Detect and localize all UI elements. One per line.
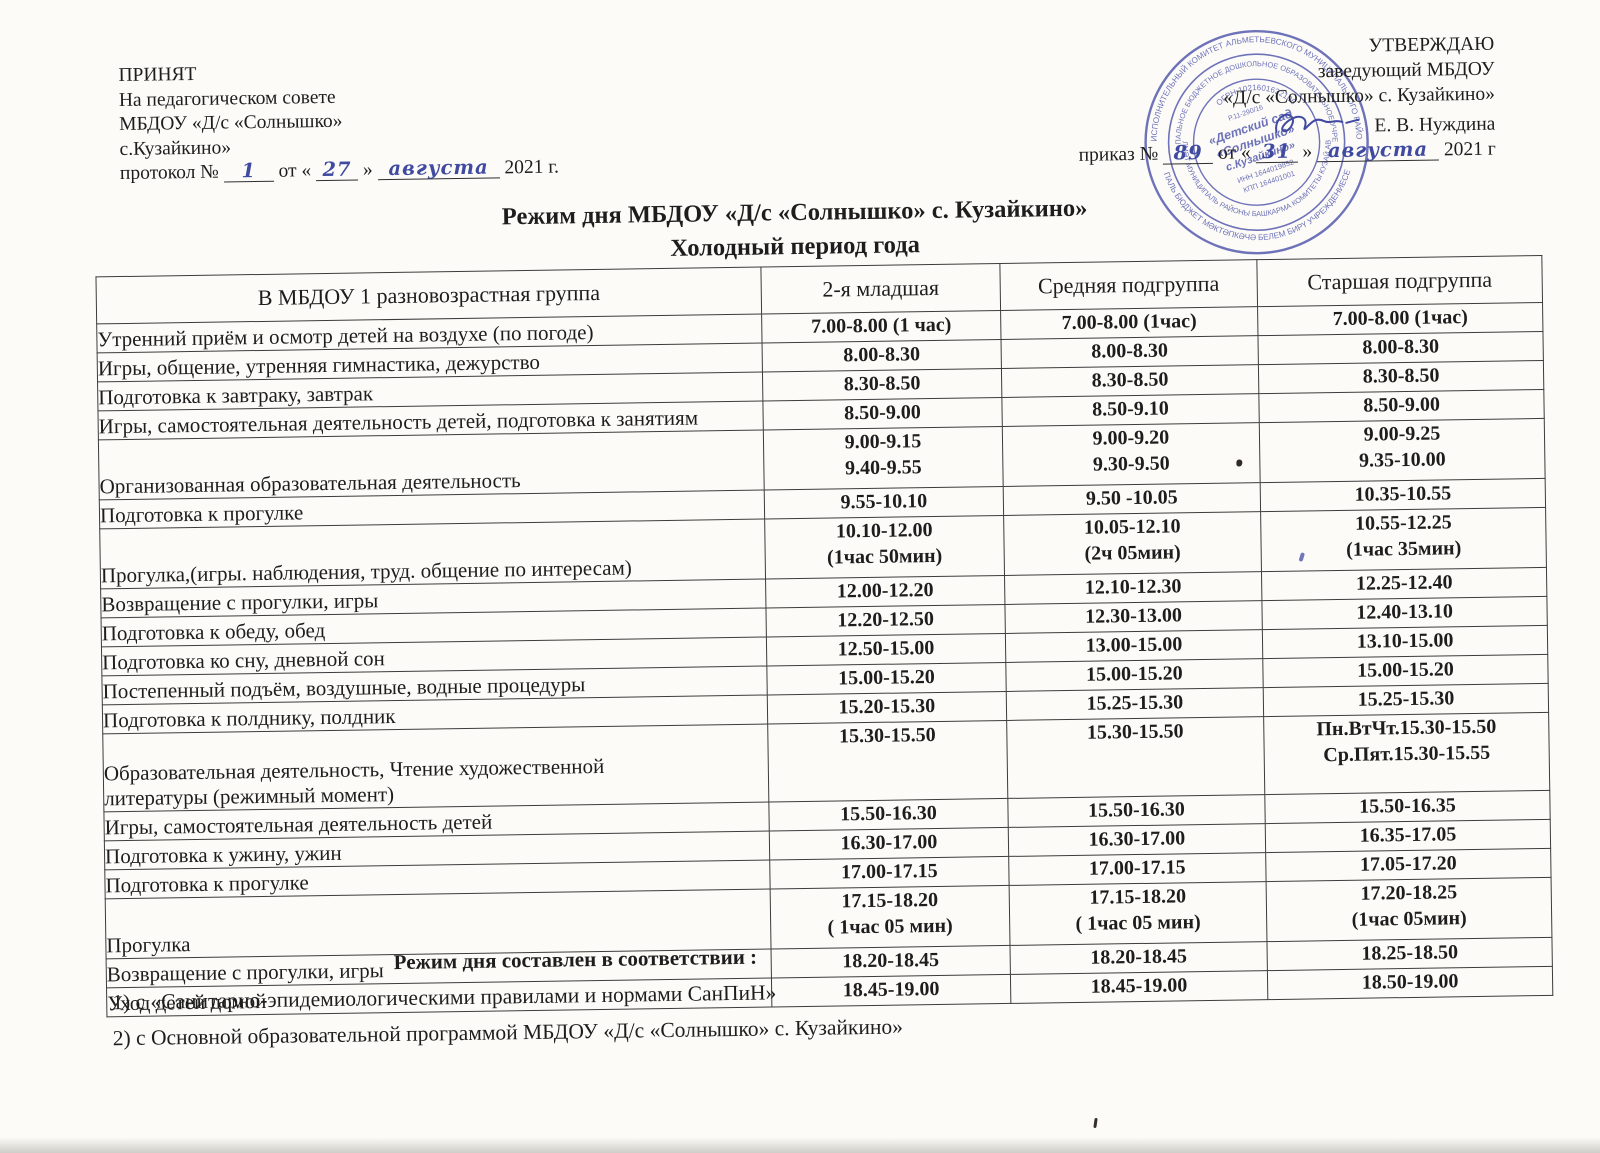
time-cell: 10.35-10.55 xyxy=(1260,478,1546,512)
time-cell: 8.00-8.30 xyxy=(1000,335,1259,369)
time-cell: 17.00-17.15 xyxy=(769,856,1009,889)
time-cell: 7.00-8.00 (1час) xyxy=(1257,302,1543,336)
protocol-quote: » xyxy=(362,159,373,181)
time-cell: 9.00-9.20 9.30-9.50 xyxy=(1002,422,1261,487)
time-cell: 12.10-12.30 xyxy=(1004,571,1263,605)
time-cell: 9.00-9.15 9.40-9.55 xyxy=(763,426,1003,491)
time-cell: 12.50-15.00 xyxy=(766,633,1006,666)
order-month-handwritten: августа xyxy=(1316,138,1440,163)
order-year: 2021 г xyxy=(1443,138,1496,161)
time-cell: 15.00-15.20 xyxy=(766,662,1006,695)
time-cell: 8.30-8.50 xyxy=(762,368,1002,402)
time-cell: 17.15-18.20 ( 1час 05 мин) xyxy=(770,885,1010,949)
time-cell: 9.50 -10.05 xyxy=(1002,482,1261,516)
time-cell: 8.50-9.00 xyxy=(1258,389,1545,423)
protocol-ot: от « xyxy=(278,160,312,182)
time-cell: 18.50-19.00 xyxy=(1267,966,1553,1000)
time-cell: 16.30-17.00 xyxy=(769,827,1009,860)
time-cell: 10.10-12.00 (1час 50мин) xyxy=(764,515,1005,580)
time-cell: 10.55-12.25 (1час 35мин) xyxy=(1260,507,1547,572)
time-cell: 15.25-15.30 xyxy=(1005,687,1264,721)
time-cell: 12.30-13.00 xyxy=(1004,600,1263,634)
footer-item-2: 2) с Основной образовательной программой… xyxy=(112,1014,904,1051)
time-cell: 16.30-17.00 xyxy=(1007,823,1266,857)
time-cell: 8.50-9.00 xyxy=(763,397,1003,431)
protocol-line: протокол № 1 от « 27 » августа 2021 г. xyxy=(120,156,559,187)
time-cell: 8.00-8.30 xyxy=(762,339,1002,373)
time-cell: 15.30-15.50 xyxy=(767,720,1008,802)
director-signature xyxy=(1275,113,1360,133)
time-cell: 12.40-13.10 xyxy=(1262,596,1548,630)
time-cell: 15.50-16.30 xyxy=(1007,794,1266,828)
accepted-block: ПРИНЯТ На педагогическом совете МБДОУ «Д… xyxy=(118,58,559,187)
time-cell: 15.50-16.35 xyxy=(1264,790,1551,824)
time-cell: 15.30-15.50 xyxy=(1006,716,1265,799)
activity-cell: Образовательная деятельность, Чтение худ… xyxy=(102,723,769,812)
time-cell: 18.45-19.00 xyxy=(1010,970,1268,1004)
scan-edge-shadow xyxy=(0,1137,1600,1153)
signature-row: Е. В. Нуждина xyxy=(1013,107,1496,144)
time-cell: 12.20-12.50 xyxy=(766,604,1006,638)
activity-cell: Организованная образовательная деятельно… xyxy=(98,430,765,500)
time-cell: 15.00-15.20 xyxy=(1005,658,1264,692)
header-younger: 2-я младшая xyxy=(761,263,1001,315)
director-name: Е. В. Нуждина xyxy=(1374,113,1496,137)
time-cell: 15.20-15.30 xyxy=(767,691,1007,724)
order-prefix: приказ № xyxy=(1078,143,1159,166)
stamp-outer-circle xyxy=(1144,29,1369,255)
time-cell: 18.20-18.45 xyxy=(771,945,1011,978)
activity-cell: Прогулка,(игры. наблюдения, труд. общени… xyxy=(99,519,766,589)
time-cell: 8.50-9.10 xyxy=(1001,393,1260,427)
time-cell: 17.20-18.25 (1час 05мин) xyxy=(1266,877,1552,942)
protocol-prefix: протокол № xyxy=(119,161,219,185)
approved-block: УТВЕРЖДАЮ заведующий МБДОУ «Д/с «Солнышк… xyxy=(1012,32,1496,169)
time-cell: Пн.ВтЧт.15.30-15.50 Ср.Пят.15.30-15.55 xyxy=(1263,712,1550,795)
protocol-month-handwritten: августа xyxy=(377,156,500,181)
protocol-year: 2021 г. xyxy=(504,156,560,179)
time-cell: 8.30-8.50 xyxy=(1001,364,1259,398)
time-cell: 15.50-16.30 xyxy=(768,798,1008,831)
time-cell: 8.30-8.50 xyxy=(1258,360,1544,394)
time-cell: 13.00-15.00 xyxy=(1005,629,1263,663)
time-cell: 7.00-8.00 (1час) xyxy=(1000,306,1259,340)
order-day-handwritten: 31 xyxy=(1255,140,1298,164)
time-cell: 7.00-8.00 (1 час) xyxy=(761,310,1001,344)
stamp-inner-circle xyxy=(1192,78,1321,206)
time-cell: 12.25-12.40 xyxy=(1261,567,1547,601)
protocol-day-handwritten: 27 xyxy=(315,158,359,182)
time-cell: 18.20-18.45 xyxy=(1009,941,1268,975)
time-cell: 17.15-18.20 ( 1час 05 мин) xyxy=(1008,881,1268,946)
time-cell: 16.35-17.05 xyxy=(1265,819,1551,853)
order-number-handwritten: 89 xyxy=(1162,141,1214,165)
time-cell: 12.00-12.20 xyxy=(765,575,1005,609)
time-cell: 17.05-17.20 xyxy=(1265,848,1552,882)
time-cell: 10.05-12.10 (2ч 05мин) xyxy=(1003,511,1262,576)
time-cell: 17.00-17.15 xyxy=(1008,852,1267,886)
time-cell: 15.25-15.30 xyxy=(1263,683,1549,717)
time-cell: 18.25-18.50 xyxy=(1267,937,1553,971)
stamp-middle-circle xyxy=(1167,53,1346,231)
time-cell: 9.00-9.25 9.35-10.00 xyxy=(1259,418,1546,483)
order-quote: » xyxy=(1302,141,1313,163)
time-cell: 15.00-15.20 xyxy=(1262,654,1549,688)
protocol-number-handwritten: 1 xyxy=(223,159,274,183)
time-cell: 9.55-10.10 xyxy=(764,486,1004,520)
time-cell: 18.45-19.00 xyxy=(771,974,1011,1007)
time-cell: 13.10-15.00 xyxy=(1262,625,1548,659)
time-cell: 8.00-8.30 xyxy=(1258,331,1544,365)
daily-schedule-table: В МБДОУ 1 разновозрастная группа 2-я мла… xyxy=(95,255,1553,1017)
order-ot: от « xyxy=(1217,142,1251,164)
